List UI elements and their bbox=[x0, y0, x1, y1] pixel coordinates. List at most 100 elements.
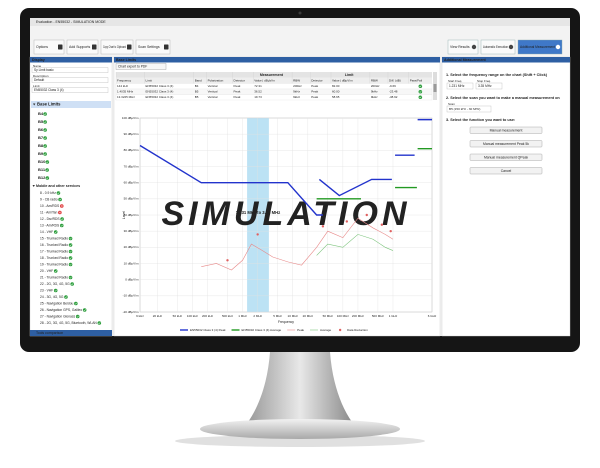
status-glyph bbox=[419, 90, 422, 93]
toolbar-button[interactable] bbox=[480, 39, 516, 55]
dropdown[interactable] bbox=[446, 105, 492, 113]
status-icon bbox=[418, 84, 423, 89]
table-cell: -23.48 bbox=[389, 90, 398, 94]
export-button[interactable] bbox=[115, 63, 167, 70]
table-cell: Peak bbox=[234, 95, 241, 99]
status-glyph bbox=[69, 237, 72, 240]
service: 14 - VHF bbox=[40, 230, 53, 234]
camera bbox=[298, 11, 302, 15]
service: 28 - 2G, 3G, 4G, 5G, Bluetooth, WLAN bbox=[40, 321, 97, 325]
field-input[interactable] bbox=[31, 67, 109, 73]
button-label: Additional Measurement bbox=[520, 45, 555, 49]
table-cell: 200Hz bbox=[371, 84, 380, 88]
y-tick-label: 0 dBµV/m bbox=[125, 277, 139, 281]
series-line bbox=[139, 118, 432, 216]
window-title: Evaluation - EN55032 - SIMULATION MODE bbox=[36, 20, 106, 24]
button-icon bbox=[58, 44, 63, 50]
y-tick-label: 100 dBµV/m bbox=[122, 116, 139, 120]
status-glyph bbox=[74, 302, 78, 305]
toolbar-button[interactable] bbox=[66, 39, 99, 55]
table-column-header: Band bbox=[195, 78, 202, 82]
right-panel bbox=[441, 56, 571, 337]
table-cell: 9kHz bbox=[371, 95, 378, 99]
status-icon bbox=[418, 95, 423, 100]
expander bbox=[33, 103, 36, 106]
button-label: Automatic Execution bbox=[483, 45, 508, 49]
status-glyph bbox=[46, 161, 49, 164]
table-cell: 9kHz bbox=[293, 95, 300, 99]
status-icon bbox=[45, 168, 49, 172]
status-glyph bbox=[69, 263, 72, 266]
base-limit: B6 bbox=[38, 127, 44, 132]
base-limit: B8 bbox=[38, 143, 44, 148]
service: 27 - Navigation Glonass bbox=[40, 314, 76, 318]
status-glyph bbox=[69, 250, 72, 253]
x-tick-label: 100 kHz bbox=[187, 314, 199, 318]
y-tick-label: 50 dBµV/m bbox=[124, 197, 139, 201]
service: 24 - 3G, 4G, 5G bbox=[40, 295, 64, 299]
field-input[interactable] bbox=[475, 82, 503, 90]
status-glyph bbox=[58, 211, 61, 214]
field-label: Stop Freq. bbox=[477, 79, 491, 83]
table-cell: 58.65 bbox=[332, 95, 340, 99]
status-icon bbox=[53, 269, 58, 273]
field-label: Scan bbox=[448, 102, 455, 106]
status-glyph bbox=[57, 192, 60, 195]
status-glyph bbox=[60, 224, 63, 227]
status-glyph bbox=[83, 309, 86, 312]
legend-label: EN55032 Class 3 (4) Average bbox=[242, 328, 282, 332]
x-tick-label: 2 MHz bbox=[253, 314, 262, 318]
base-limit: B5 bbox=[38, 119, 44, 124]
button-label: Options bbox=[36, 45, 48, 49]
status-glyph bbox=[69, 276, 72, 279]
button-label: View Results bbox=[450, 45, 470, 49]
table-column-header: Pass/Fail bbox=[410, 78, 423, 82]
table-cell: Peak bbox=[311, 95, 318, 99]
button-label: Copy Chart to Clipboard bbox=[103, 45, 126, 49]
status-icon bbox=[45, 160, 50, 164]
service: 26 - Navigation GPS, Galileo bbox=[40, 308, 82, 312]
shadow bbox=[175, 435, 425, 447]
x-tick-label: 20 MHz bbox=[303, 314, 314, 318]
status-icon bbox=[68, 262, 73, 267]
status-glyph bbox=[419, 85, 422, 88]
button-label: Manual measurement Peak 5k bbox=[483, 142, 529, 146]
toolbar-button[interactable] bbox=[33, 39, 65, 55]
field-input[interactable] bbox=[31, 77, 109, 83]
field-input[interactable] bbox=[446, 82, 474, 90]
field-input[interactable] bbox=[31, 87, 109, 93]
scroll-thumb[interactable] bbox=[433, 84, 437, 92]
y-tick-label: 20 dBµV/m bbox=[124, 245, 139, 249]
toolbar-button[interactable] bbox=[135, 39, 171, 55]
action-button[interactable] bbox=[469, 153, 543, 161]
table-cell: Peak bbox=[311, 84, 318, 88]
table-cell: 13.3225 MHz bbox=[117, 95, 135, 99]
status-glyph bbox=[44, 145, 47, 148]
table-cell: -38.92 bbox=[389, 95, 398, 99]
table-cell: B5 bbox=[195, 90, 199, 94]
toolbar-button[interactable] bbox=[100, 39, 134, 55]
toolbar-button[interactable] bbox=[517, 39, 563, 55]
instruction: 1. Select the frequency range on the cha… bbox=[446, 73, 548, 77]
base-limit: B9 bbox=[38, 151, 44, 156]
action-button[interactable] bbox=[469, 126, 543, 134]
status-icon bbox=[43, 144, 47, 148]
status-glyph bbox=[46, 177, 49, 180]
toolbar-button[interactable] bbox=[447, 39, 479, 55]
app: Options Add Supports Copy Chart to Clipboa… bbox=[29, 26, 571, 337]
status-icon bbox=[56, 191, 61, 195]
action-button[interactable] bbox=[469, 167, 543, 175]
button-label: Chart export to PDF bbox=[118, 64, 147, 68]
table-cell: EN55032 Class 3 (4) bbox=[145, 95, 173, 99]
status-icon bbox=[70, 282, 74, 286]
x-tick-label: 200 kHz bbox=[202, 314, 214, 318]
data-point bbox=[345, 220, 349, 223]
footer-label: Tools comparison bbox=[36, 331, 63, 335]
legend-label: Data Reduction bbox=[347, 328, 368, 332]
table-row[interactable] bbox=[115, 94, 433, 101]
status-glyph bbox=[60, 205, 63, 207]
x-tick-label: 50 kHz bbox=[173, 314, 183, 318]
action-button[interactable] bbox=[469, 140, 543, 148]
service: 15 - Trunked Radio bbox=[40, 236, 68, 240]
